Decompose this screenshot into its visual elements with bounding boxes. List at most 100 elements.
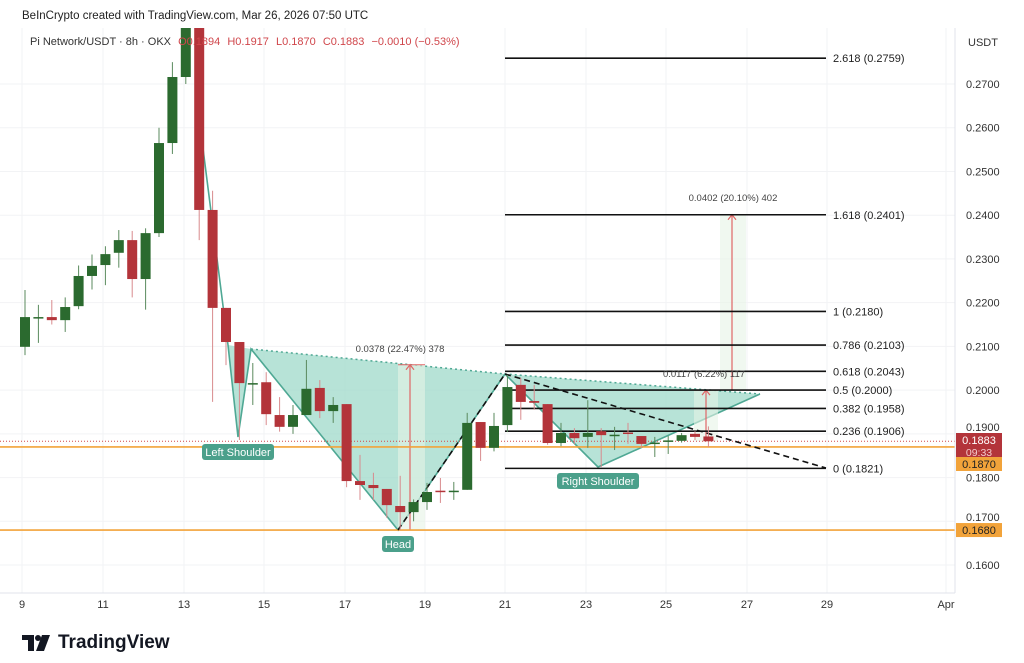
candle-body	[207, 209, 218, 308]
y-tick-label: 0.2300	[966, 254, 1000, 266]
left-shoulder-label-bg	[202, 444, 274, 460]
x-tick-label: 13	[178, 599, 190, 611]
currency-label: USDT	[968, 37, 998, 49]
fib-level-label: 2.618 (0.2759)	[833, 53, 905, 65]
candle	[582, 400, 593, 448]
candle	[422, 482, 432, 510]
candle-body	[609, 434, 620, 437]
fib-level-label: 0 (0.1821)	[833, 463, 883, 475]
candle	[167, 62, 178, 154]
fib-level-label: 0.618 (0.2043)	[833, 366, 905, 378]
x-tick-label: 17	[339, 599, 351, 611]
candle-body	[328, 404, 339, 412]
candle	[194, 28, 205, 241]
ohlc-high: H0.1917	[227, 36, 269, 48]
candle-body	[113, 240, 124, 253]
candle	[542, 404, 553, 445]
candle-body	[690, 433, 700, 437]
candle	[489, 412, 499, 452]
y-tick-label: 0.2500	[966, 166, 1000, 178]
candle-body	[73, 275, 84, 307]
candle-body	[515, 384, 526, 402]
candle	[73, 265, 84, 310]
brand-name: TradingView	[58, 632, 170, 653]
candle	[341, 404, 352, 488]
y-tick-label: 0.2700	[966, 79, 1000, 91]
candle	[100, 246, 111, 286]
candle	[529, 384, 540, 410]
candle	[502, 374, 513, 433]
candle	[475, 422, 486, 461]
right-shoulder-label-bg	[557, 473, 639, 489]
y-tick-label: 0.2400	[966, 210, 1000, 222]
candle-body	[542, 404, 553, 444]
candle	[33, 304, 44, 343]
candle	[234, 342, 245, 440]
candle-body	[154, 143, 164, 234]
x-tick-label: 11	[97, 599, 108, 611]
x-tick-label: 27	[741, 599, 753, 611]
level-price-tag	[956, 523, 1002, 538]
candle	[690, 431, 700, 440]
candle	[113, 230, 124, 268]
candle-body	[703, 436, 714, 442]
candle-body	[529, 401, 540, 403]
candle-body	[636, 436, 647, 444]
y-tick-label: 0.1700	[966, 512, 1000, 524]
fib-level-label: 1 (0.2180)	[833, 306, 883, 318]
candle-body	[462, 422, 473, 490]
x-tick-label: 29	[821, 599, 833, 611]
candle-body	[448, 490, 459, 493]
x-tick-label: 19	[419, 599, 431, 611]
ohlc-change: −0.0010 (−0.53%)	[371, 36, 460, 48]
fib-level-label: 0.382 (0.1958)	[833, 403, 905, 415]
candle	[127, 230, 138, 298]
candle	[355, 454, 365, 500]
ohlc-low: L0.1870	[275, 36, 316, 48]
candle-body	[261, 382, 272, 415]
candle-body	[368, 485, 379, 489]
candle-body	[489, 425, 499, 448]
y-tick-label: 0.1600	[966, 560, 1000, 572]
candle-body	[676, 435, 687, 441]
y-tick-label: 0.2000	[966, 385, 1000, 397]
candle	[140, 228, 151, 310]
measure-label: 0.0402 (20.10%) 402	[689, 193, 778, 204]
candle	[288, 404, 298, 434]
bar-countdown: 09:33	[966, 447, 992, 459]
candle-body	[167, 77, 178, 144]
candle	[368, 472, 379, 500]
ohlc-open: O0.1894	[178, 36, 221, 48]
symbol-name: Pi Network/USDT · 8h · OKX	[30, 36, 171, 48]
candle-body	[140, 233, 151, 280]
candle-body	[314, 387, 325, 412]
candle	[207, 190, 218, 402]
candle	[221, 307, 231, 366]
candle-body	[60, 307, 71, 321]
x-tick-label: 9	[19, 599, 25, 611]
ohlc-close: C0.1883	[322, 36, 365, 48]
candle	[448, 481, 459, 500]
candle	[703, 426, 714, 447]
candle-body	[87, 265, 97, 276]
candle-body	[341, 404, 352, 482]
y-tick-label: 0.2200	[966, 298, 1000, 310]
candle	[247, 362, 258, 405]
candle	[381, 488, 392, 518]
y-tick-label: 0.1800	[966, 473, 1000, 485]
candle	[87, 254, 97, 290]
candle-body	[20, 317, 30, 347]
candle-body	[649, 442, 660, 445]
x-tick-label: 23	[580, 599, 592, 611]
candle	[676, 432, 687, 443]
candle	[46, 300, 57, 325]
candle-body	[569, 432, 580, 439]
head-label: Head	[385, 539, 411, 551]
candle-body	[422, 492, 432, 503]
measure-box	[720, 214, 746, 391]
candle-body	[234, 342, 245, 384]
level-price-tag	[956, 457, 1002, 471]
candle-body	[582, 432, 593, 437]
current-price-tag	[956, 433, 1002, 458]
